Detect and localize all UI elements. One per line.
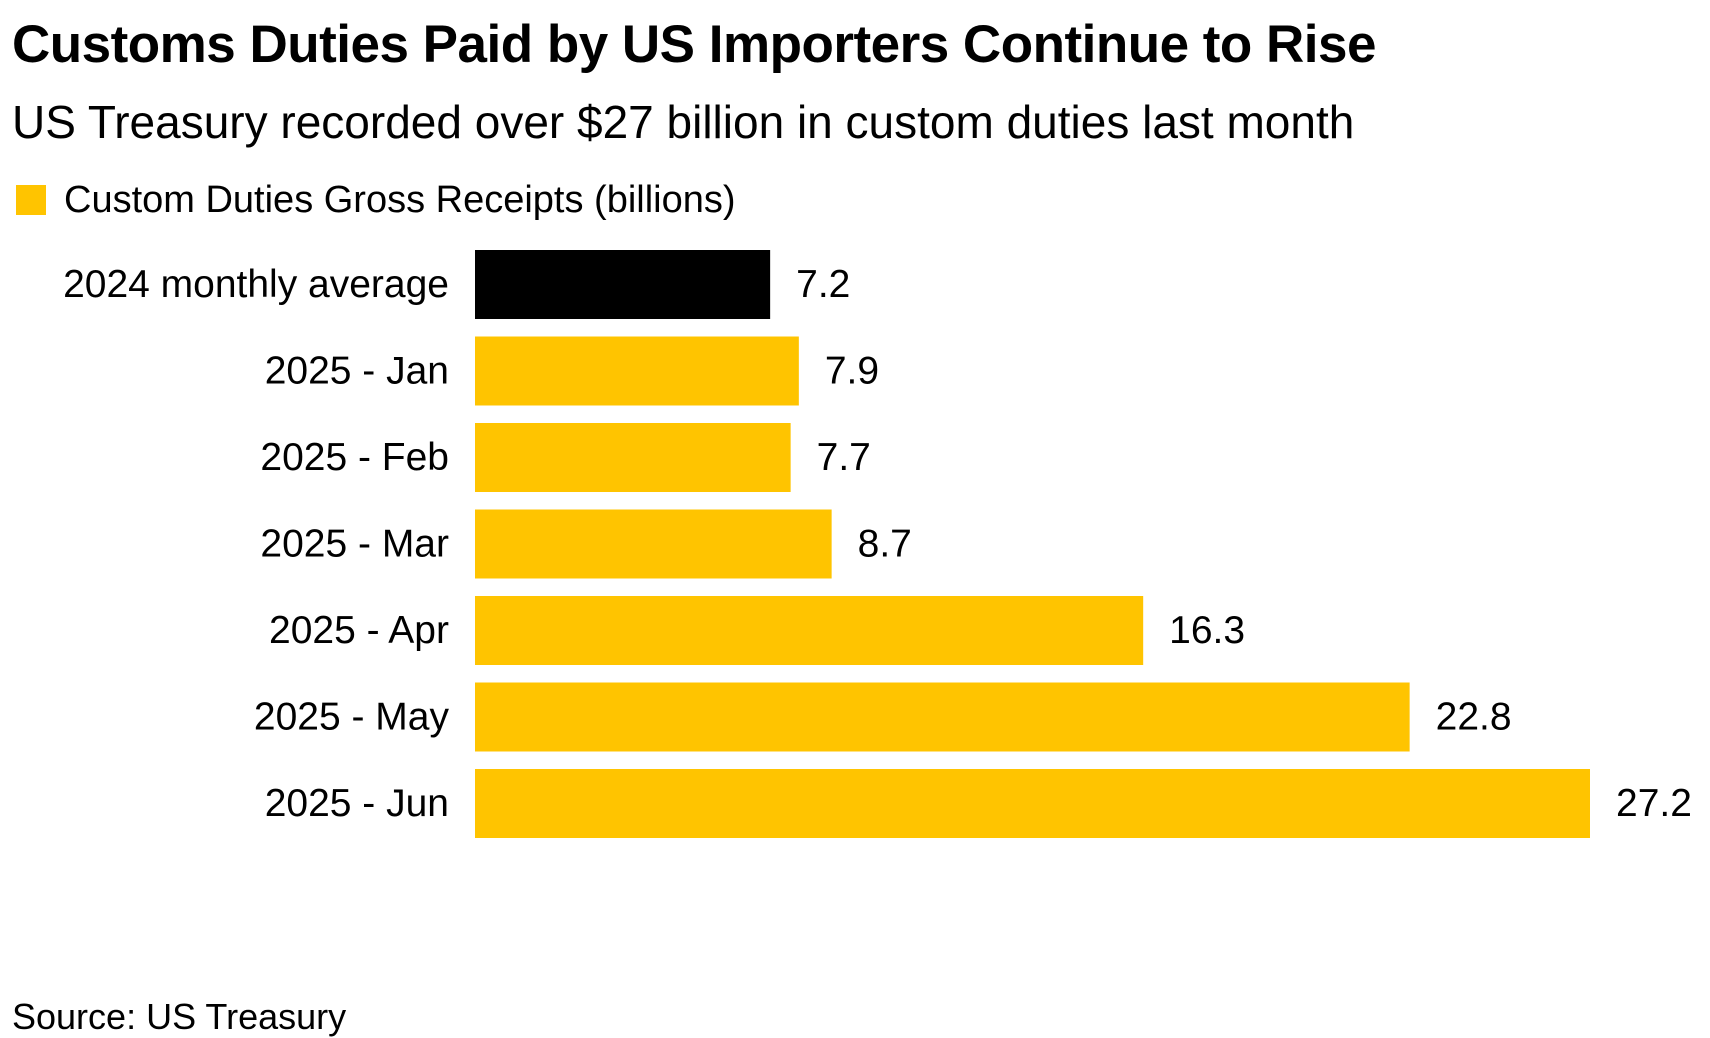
category-label-1: 2025 - Jan	[265, 350, 449, 393]
category-label-0: 2024 monthly average	[63, 263, 449, 306]
bar-4	[475, 596, 1144, 665]
bar-2	[475, 423, 791, 492]
value-label-0: 7.2	[796, 263, 850, 306]
value-label-6: 27.2	[1616, 782, 1692, 825]
category-label-6: 2025 - Jun	[265, 782, 449, 825]
value-label-3: 8.7	[858, 523, 912, 566]
legend-swatch	[16, 185, 46, 215]
value-label-2: 7.7	[817, 436, 871, 479]
value-label-1: 7.9	[825, 350, 879, 393]
category-label-5: 2025 - May	[254, 696, 450, 739]
chart-subtitle: US Treasury recorded over $27 billion in…	[12, 96, 1355, 148]
category-label-2: 2025 - Feb	[260, 436, 449, 479]
legend-label: Custom Duties Gross Receipts (billions)	[64, 178, 736, 221]
bar-5	[475, 682, 1410, 752]
category-label-3: 2025 - Mar	[260, 523, 449, 566]
value-label-5: 22.8	[1436, 696, 1512, 739]
bar-3	[475, 509, 832, 579]
category-label-4: 2025 - Apr	[269, 609, 449, 652]
legend: Custom Duties Gross Receipts (billions)	[16, 178, 736, 222]
bar-1	[475, 336, 799, 406]
value-label-4: 16.3	[1169, 609, 1245, 652]
chart-title: Customs Duties Paid by US Importers Cont…	[12, 15, 1376, 74]
source-note: Source: US Treasury	[12, 996, 347, 1037]
bar-0	[475, 250, 771, 319]
bar-6	[475, 769, 1590, 838]
